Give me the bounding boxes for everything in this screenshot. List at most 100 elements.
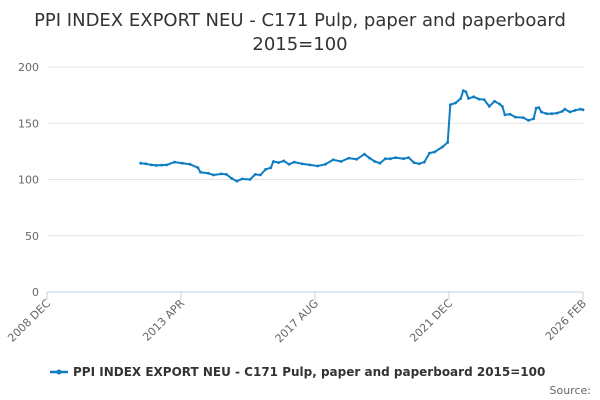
data-point[interactable] bbox=[433, 150, 437, 154]
data-point[interactable] bbox=[378, 161, 382, 165]
data-point[interactable] bbox=[545, 112, 548, 116]
data-point[interactable] bbox=[532, 117, 535, 121]
data-point[interactable] bbox=[521, 116, 525, 119]
data-point[interactable] bbox=[230, 177, 234, 180]
data-point[interactable] bbox=[373, 160, 377, 163]
data-point[interactable] bbox=[277, 161, 280, 165]
data-point[interactable] bbox=[300, 162, 304, 166]
data-point[interactable] bbox=[389, 157, 392, 161]
data-point[interactable] bbox=[139, 161, 143, 165]
data-point[interactable] bbox=[540, 110, 543, 114]
data-point[interactable] bbox=[363, 152, 366, 156]
data-point[interactable] bbox=[394, 156, 398, 160]
data-point[interactable] bbox=[472, 95, 476, 99]
data-point[interactable] bbox=[248, 178, 252, 181]
data-point[interactable] bbox=[292, 160, 296, 164]
x-tick-label: 2021 DEC bbox=[407, 297, 455, 345]
data-point[interactable] bbox=[206, 171, 210, 175]
data-point[interactable] bbox=[550, 112, 554, 116]
data-point[interactable] bbox=[144, 162, 148, 166]
data-point[interactable] bbox=[493, 99, 496, 103]
data-point[interactable] bbox=[579, 107, 582, 111]
x-tick-label: 2013 APR bbox=[140, 297, 187, 344]
data-point[interactable] bbox=[487, 105, 491, 108]
data-point[interactable] bbox=[149, 163, 153, 167]
data-point[interactable] bbox=[225, 173, 228, 176]
grid bbox=[47, 66, 583, 237]
data-point[interactable] bbox=[446, 141, 450, 144]
x-tick-label: 2017 AUG bbox=[273, 297, 322, 346]
data-point[interactable] bbox=[581, 108, 585, 112]
series-layer bbox=[139, 89, 585, 183]
data-point[interactable] bbox=[467, 97, 470, 100]
data-point[interactable] bbox=[339, 160, 343, 163]
data-point[interactable] bbox=[477, 97, 481, 101]
data-point[interactable] bbox=[196, 166, 200, 170]
y-tick-label: 50 bbox=[25, 230, 39, 243]
data-point[interactable] bbox=[173, 160, 176, 164]
data-point[interactable] bbox=[287, 162, 291, 166]
data-point[interactable] bbox=[219, 172, 223, 176]
x-tick-label: 2008 DEC bbox=[5, 297, 53, 345]
data-point[interactable] bbox=[563, 107, 567, 111]
data-point[interactable] bbox=[235, 179, 239, 183]
data-point[interactable] bbox=[165, 163, 169, 167]
data-point[interactable] bbox=[383, 157, 387, 161]
data-point[interactable] bbox=[527, 119, 530, 122]
data-point[interactable] bbox=[441, 145, 444, 149]
data-point[interactable] bbox=[160, 163, 163, 167]
source-label: Source: bbox=[550, 384, 592, 397]
y-tick-label: 0 bbox=[32, 286, 39, 299]
axes: 0 50 100 150 200 2008 DEC 2013 APR 2017 AUG 2021… bbox=[5, 61, 589, 345]
data-point[interactable] bbox=[573, 108, 577, 112]
data-point[interactable] bbox=[534, 106, 538, 110]
data-point[interactable] bbox=[459, 97, 463, 100]
data-point[interactable] bbox=[180, 161, 184, 165]
data-point[interactable] bbox=[324, 162, 327, 166]
chart-subtitle: 2015=100 bbox=[252, 34, 347, 55]
y-tick-label: 150 bbox=[18, 117, 39, 130]
data-point[interactable] bbox=[188, 162, 192, 166]
data-point[interactable] bbox=[537, 106, 541, 109]
data-point[interactable] bbox=[253, 173, 257, 176]
data-point[interactable] bbox=[272, 160, 275, 163]
data-point[interactable] bbox=[212, 173, 215, 177]
data-point[interactable] bbox=[407, 156, 411, 160]
data-point[interactable] bbox=[355, 157, 358, 161]
data-point[interactable] bbox=[368, 156, 371, 160]
data-point[interactable] bbox=[500, 105, 504, 108]
data-point[interactable] bbox=[560, 110, 564, 113]
data-point[interactable] bbox=[240, 177, 244, 181]
data-point[interactable] bbox=[308, 163, 312, 167]
data-point[interactable] bbox=[402, 157, 405, 161]
data-point[interactable] bbox=[498, 102, 502, 106]
data-point[interactable] bbox=[448, 103, 452, 107]
y-tick-label: 100 bbox=[18, 174, 39, 187]
data-point[interactable] bbox=[269, 166, 273, 170]
data-point[interactable] bbox=[417, 162, 421, 166]
data-point[interactable] bbox=[199, 170, 202, 174]
data-point[interactable] bbox=[259, 173, 262, 177]
legend-label: PPI INDEX EXPORT NEU - C171 Pulp, paper … bbox=[73, 365, 545, 379]
chart-title: PPI INDEX EXPORT NEU - C171 Pulp, paper … bbox=[34, 10, 566, 31]
legend[interactable]: PPI INDEX EXPORT NEU - C171 Pulp, paper … bbox=[50, 365, 545, 379]
data-point[interactable] bbox=[503, 113, 507, 117]
data-point[interactable] bbox=[428, 151, 431, 155]
data-point[interactable] bbox=[454, 101, 457, 105]
data-point[interactable] bbox=[412, 161, 416, 165]
data-point[interactable] bbox=[513, 115, 517, 119]
data-point[interactable] bbox=[316, 164, 319, 168]
data-point[interactable] bbox=[568, 110, 572, 114]
data-point[interactable] bbox=[555, 111, 559, 115]
data-point[interactable] bbox=[264, 168, 267, 171]
data-point[interactable] bbox=[282, 159, 286, 163]
data-point[interactable] bbox=[347, 156, 351, 160]
data-point[interactable] bbox=[508, 112, 512, 116]
data-point[interactable] bbox=[482, 98, 486, 101]
data-point[interactable] bbox=[464, 90, 468, 94]
data-point[interactable] bbox=[331, 158, 335, 162]
data-point[interactable] bbox=[461, 89, 465, 92]
data-point[interactable] bbox=[154, 164, 158, 167]
data-point[interactable] bbox=[422, 160, 426, 164]
